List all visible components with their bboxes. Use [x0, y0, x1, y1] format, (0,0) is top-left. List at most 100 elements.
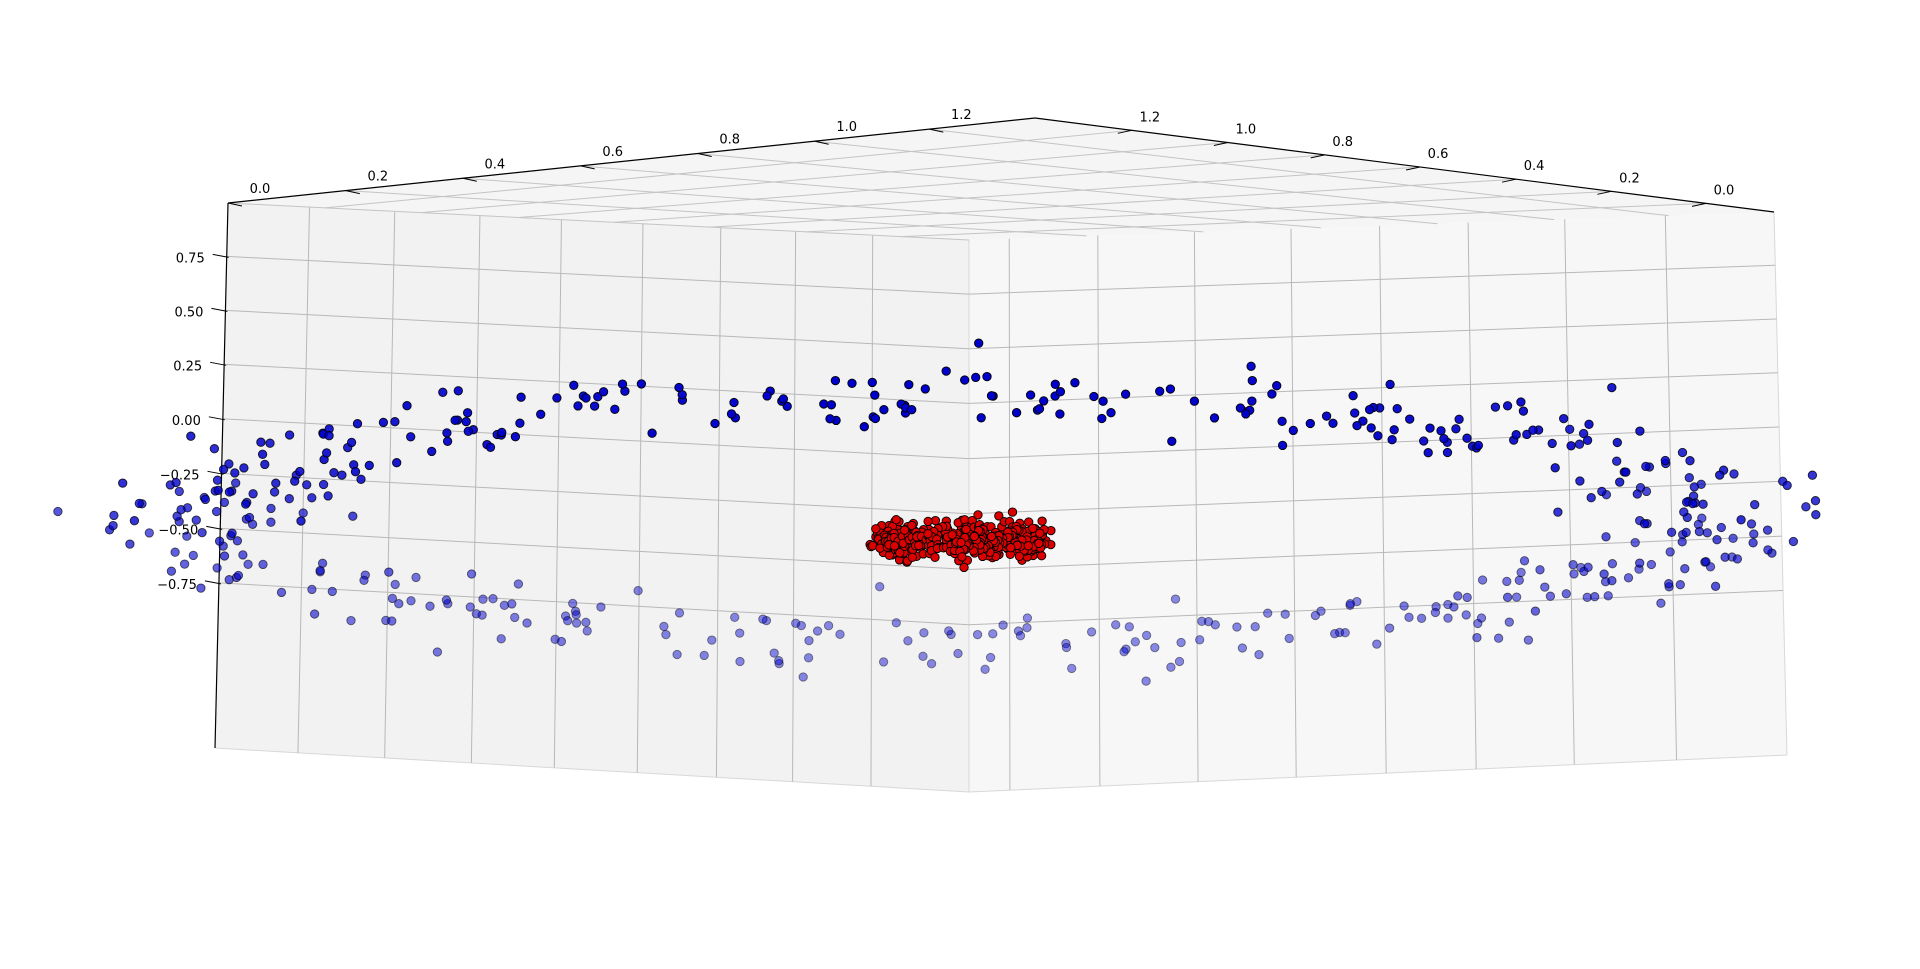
- blue-point: [791, 618, 801, 628]
- blue-point: [295, 466, 305, 477]
- blue-point: [1679, 507, 1689, 517]
- blue-point: [453, 386, 463, 396]
- blue-point: [778, 394, 789, 404]
- blue-point: [1247, 396, 1257, 406]
- x-tick-mark: [227, 202, 243, 207]
- blue-point: [1646, 559, 1657, 570]
- blue-point: [108, 520, 118, 531]
- blue-point: [659, 621, 669, 632]
- blue-point: [1277, 440, 1288, 451]
- red-point: [1037, 516, 1047, 526]
- blue-point: [1603, 591, 1613, 601]
- blue-point: [1120, 389, 1131, 399]
- blue-point: [1473, 440, 1484, 451]
- blue-point: [1247, 375, 1257, 386]
- blue-point: [1345, 599, 1355, 609]
- blue-point: [179, 559, 190, 569]
- blue-point: [729, 397, 739, 408]
- y-tick-label: 0.2: [1619, 171, 1640, 186]
- blue-point: [1716, 522, 1726, 533]
- blue-point: [109, 510, 119, 521]
- blue-point: [726, 409, 737, 419]
- y-tick-label: 0.4: [1524, 159, 1545, 174]
- red-point: [1035, 528, 1045, 538]
- blue-point: [1763, 545, 1773, 555]
- blue-point: [1461, 610, 1471, 620]
- blue-point: [1547, 438, 1557, 449]
- blue-point: [478, 594, 488, 604]
- red-point: [1023, 541, 1033, 551]
- grid-line-left-vertical: [470, 215, 481, 763]
- blue-point: [1502, 592, 1513, 602]
- pane-edge-bottom-right: [968, 754, 1788, 793]
- y-axis-line: [1034, 117, 1775, 213]
- blue-point: [266, 503, 276, 514]
- blue-point: [1545, 591, 1556, 601]
- blue-point: [1566, 441, 1576, 451]
- blue-point: [1022, 623, 1032, 633]
- z-tick-label: 0.50: [174, 305, 203, 320]
- blue-point: [134, 498, 144, 509]
- blue-point: [1748, 538, 1758, 548]
- blue-point: [1387, 435, 1397, 445]
- blue-point: [946, 629, 956, 640]
- red-point: [957, 552, 967, 562]
- blue-point: [230, 468, 240, 478]
- grid-line-top-x: [227, 202, 970, 241]
- blue-point: [1612, 456, 1622, 466]
- blue-point: [998, 620, 1008, 630]
- blue-point: [1210, 620, 1220, 630]
- blue-point: [346, 615, 356, 626]
- red-point: [914, 540, 924, 551]
- red-point: [1006, 543, 1016, 553]
- blue-point: [918, 651, 928, 661]
- blue-point: [406, 596, 416, 606]
- blue-point: [271, 478, 281, 488]
- blue-point: [170, 547, 180, 557]
- blue-point: [1702, 528, 1712, 538]
- blue-point: [465, 602, 475, 612]
- blue-point: [1454, 414, 1464, 424]
- blue-point: [1167, 436, 1177, 446]
- blue-point: [1462, 592, 1472, 603]
- red-point: [994, 511, 1004, 521]
- blue-point: [1565, 424, 1575, 434]
- x-tick-label: 0.4: [484, 157, 505, 172]
- blue-point: [1586, 493, 1596, 503]
- blue-point: [1732, 554, 1743, 564]
- blue-point: [352, 419, 363, 429]
- blue-point: [1782, 480, 1792, 491]
- blue-point: [1575, 476, 1585, 486]
- blue-point: [1385, 379, 1395, 390]
- z-tick-label: 0.00: [172, 414, 201, 429]
- x-tick-label: 0.2: [367, 170, 388, 185]
- blue-point: [1250, 622, 1260, 632]
- grid-line-top-x: [697, 153, 1438, 225]
- blue-point: [1514, 575, 1524, 585]
- blue-point: [758, 614, 768, 624]
- blue-point: [988, 629, 998, 639]
- blue-point: [1601, 532, 1611, 542]
- blue-point: [384, 567, 394, 577]
- blue-point: [941, 366, 951, 376]
- grid-line-top-y: [710, 178, 1517, 228]
- x-tick-mark: [462, 177, 477, 182]
- x-tick-mark: [814, 140, 829, 145]
- blue-point: [974, 338, 984, 348]
- blue-point: [510, 612, 520, 623]
- grid-line-top-y: [805, 190, 1612, 233]
- blue-point: [1404, 612, 1414, 622]
- blue-point: [1684, 473, 1694, 483]
- blue-point: [1762, 525, 1773, 535]
- blue-point: [1034, 404, 1045, 414]
- blue-point: [346, 437, 357, 448]
- blue-point: [870, 390, 880, 400]
- red-point: [871, 524, 881, 534]
- blue-point: [1121, 644, 1131, 654]
- blue-point: [812, 626, 823, 636]
- blue-point: [903, 636, 913, 646]
- blue-point: [438, 387, 448, 397]
- blue-point: [1523, 635, 1534, 645]
- blue-point: [515, 418, 525, 428]
